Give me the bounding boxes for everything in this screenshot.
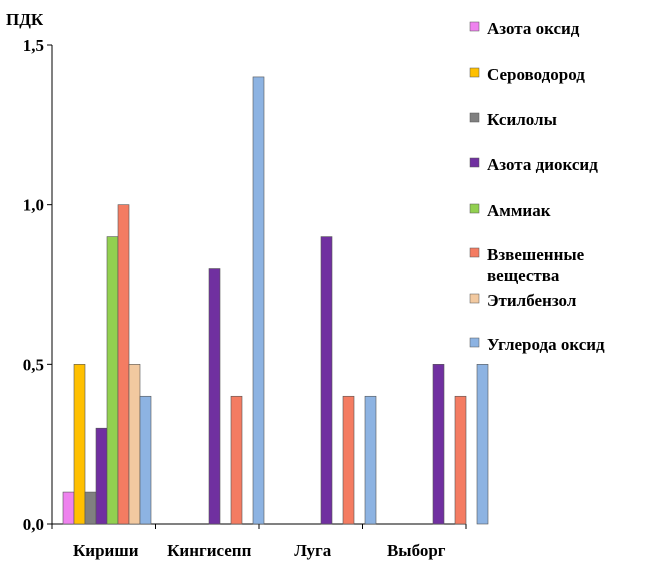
bar [476,364,489,525]
bar [84,491,97,525]
legend-swatch [469,293,480,304]
bar [139,395,152,525]
legend-swatch [469,337,480,348]
bar [73,364,86,525]
legend-swatch [469,67,480,78]
legend-label: Ксилолы [487,110,557,129]
bar [364,395,377,525]
legend-swatch [469,247,480,258]
y-tick-label: 0,5 [23,355,44,374]
legend-swatch [469,157,480,168]
bar [128,364,141,525]
bar [62,491,75,525]
y-tick-label: 0,0 [23,515,44,534]
bar [252,76,265,525]
bar [454,395,467,525]
legend-label: Аммиак [487,201,551,220]
plot-area: 0,0 0,5 1,0 1,5 Кириши Кингисепп Луга Выборг [23,36,489,560]
bar [106,236,119,525]
y-tick-label: 1,5 [23,36,44,55]
y-tick-label: 1,0 [23,196,44,215]
legend-swatch [469,203,480,214]
legend-label: Азота диоксид [487,155,598,174]
category-label: Кириши [73,541,139,560]
legend-swatch [469,21,480,32]
legend-label: Сероводород [487,65,585,84]
bar [95,427,108,525]
bar [432,364,445,525]
category-label: Выборг [387,541,446,560]
bar [117,204,130,525]
legend-label: Взвешенные [487,245,585,264]
category-label: Кингисепп [167,541,252,560]
bar [208,268,221,525]
legend: Азота оксид Сероводород Ксилолы Азота диокс… [469,19,605,354]
bar [230,395,243,525]
bar [320,236,333,525]
legend-swatch [469,112,480,123]
legend-label: вещества [487,266,560,285]
category-label: Луга [294,541,331,560]
y-axis-title: ПДК [6,10,44,29]
legend-label: Этилбензол [487,291,577,310]
legend-label: Азота оксид [487,19,580,38]
legend-label: Углерода оксид [487,335,605,354]
bar [342,395,355,525]
